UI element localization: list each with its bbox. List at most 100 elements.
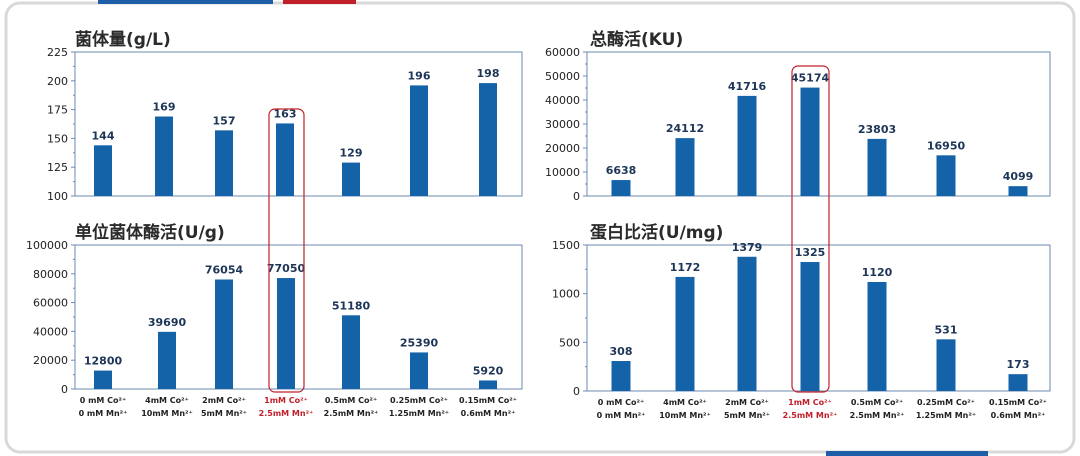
bar (94, 145, 112, 196)
category-label-line2: 5mM Mn²⁺ (201, 409, 247, 418)
y-tick-label: 200 (47, 75, 68, 88)
y-tick-label: 225 (47, 46, 68, 59)
y-tick-label: 40000 (545, 94, 580, 107)
data-label: 169 (153, 101, 176, 114)
y-tick-label: 20000 (545, 142, 580, 155)
data-label: 6638 (606, 164, 637, 177)
data-label: 129 (340, 147, 363, 160)
category-label-line2: 1.25mM Mn²⁺ (916, 411, 976, 420)
bar (277, 278, 295, 389)
bar (479, 83, 497, 196)
data-label: 196 (408, 69, 431, 82)
category-label-line2: 5mM Mn²⁺ (724, 411, 770, 420)
bar (611, 361, 631, 391)
data-label: 12800 (84, 355, 123, 368)
category-label-line1: 0.15mM Co²⁺ (989, 398, 1047, 407)
y-tick-label: 10000 (545, 166, 580, 179)
data-label: 531 (935, 323, 958, 336)
category-label-line1: 0 mM Co²⁺ (80, 396, 127, 405)
y-tick-label: 0 (61, 383, 68, 396)
y-tick-label: 125 (47, 161, 68, 174)
bar (410, 352, 428, 389)
bar (936, 339, 956, 391)
accent-bar-blue-top (98, 0, 273, 4)
y-tick-label: 0 (573, 385, 580, 398)
bar (342, 315, 360, 389)
data-label: 41716 (728, 80, 767, 93)
chart-total-activity: 总酶活(KU) 0 10000 20000 30000 40000 50000 60000 66… (545, 29, 1051, 203)
data-label: 39690 (148, 316, 187, 329)
y-tick-label: 60000 (545, 46, 580, 59)
data-label: 157 (213, 114, 236, 127)
category-label-line2: 0.6mM Mn²⁺ (991, 411, 1046, 420)
category-label-line2: 10mM Mn²⁺ (659, 411, 711, 420)
category-label-line1: 1mM Co²⁺ (264, 396, 308, 405)
bar (342, 162, 360, 196)
chart-unit-activity: 单位菌体酶活(U/g) 0 20000 40000 60000 80000 100000 12… (26, 222, 523, 418)
category-label-line1: 0.15mM Co²⁺ (459, 396, 517, 405)
data-label: 45174 (791, 72, 830, 85)
y-tick-label: 60000 (33, 297, 68, 310)
category-label-line1: 0.25mM Co²⁺ (917, 398, 975, 407)
data-label: 1325 (795, 246, 826, 259)
bar (158, 331, 176, 389)
chart-title: 总酶活(KU) (590, 29, 683, 50)
bar (675, 138, 695, 196)
bar (215, 279, 233, 389)
bar (800, 262, 820, 391)
bar (155, 116, 173, 196)
category-label-line2: 0.6mM Mn²⁺ (461, 409, 516, 418)
category-label-line1: 2mM Co²⁺ (725, 398, 769, 407)
category-label-line1: 4mM Co²⁺ (663, 398, 707, 407)
bar (936, 155, 956, 196)
data-label: 77050 (267, 262, 306, 275)
data-label: 76054 (205, 263, 244, 276)
category-label-line1: 4mM Co²⁺ (145, 396, 189, 405)
chart-biomass: 菌体量(g/L) 100 125 150 175 200 225 144 169 157 163 12… (47, 29, 523, 203)
bar (737, 256, 757, 391)
data-label: 51180 (332, 299, 371, 312)
data-label: 1379 (732, 241, 763, 254)
data-label: 24112 (666, 122, 704, 135)
bar (675, 276, 695, 391)
data-label: 1172 (670, 261, 701, 274)
category-label-line2: 1.25mM Mn²⁺ (389, 409, 449, 418)
y-tick-label: 0 (573, 190, 580, 203)
bar (611, 180, 631, 196)
y-tick-label: 1000 (552, 288, 580, 301)
accent-bar-blue-bottom (826, 451, 988, 456)
chart-title: 单位菌体酶活(U/g) (75, 222, 225, 243)
bar (215, 130, 233, 196)
data-label: 173 (1007, 358, 1030, 371)
y-tick-label: 50000 (545, 70, 580, 83)
chart-title: 菌体量(g/L) (75, 29, 171, 50)
data-label: 163 (274, 107, 297, 120)
bar (1008, 186, 1028, 196)
data-label: 4099 (1003, 170, 1034, 183)
data-label: 1120 (862, 266, 893, 279)
category-label-line2: 2.5mM Mn²⁺ (783, 411, 838, 420)
category-label-line2: 0 mM Mn²⁺ (79, 409, 128, 418)
bar (867, 138, 887, 196)
y-tick-label: 150 (47, 132, 68, 145)
y-tick-label: 500 (559, 336, 580, 349)
category-label-line2: 2.5mM Mn²⁺ (259, 409, 314, 418)
data-label: 23803 (858, 123, 896, 136)
y-tick-label: 1500 (552, 239, 580, 252)
category-label-line2: 10mM Mn²⁺ (141, 409, 193, 418)
y-tick-label: 100 (47, 190, 68, 203)
bar (867, 281, 887, 391)
data-label: 5920 (473, 364, 504, 377)
data-label: 144 (92, 129, 115, 142)
category-label-line2: 2.5mM Mn²⁺ (850, 411, 905, 420)
bar (94, 370, 112, 389)
data-label: 198 (477, 67, 500, 80)
highlight-box-left (268, 108, 305, 393)
bar (276, 123, 294, 196)
bar (1008, 374, 1028, 391)
bar (800, 87, 820, 196)
y-tick-label: 30000 (545, 118, 580, 131)
category-label-line2: 0 mM Mn²⁺ (597, 411, 646, 420)
y-tick-label: 20000 (33, 354, 68, 367)
chart-specific-activity: 蛋白比活(U/mg) 0 500 1000 1500 308 1172 1379 1325 112… (552, 222, 1051, 420)
